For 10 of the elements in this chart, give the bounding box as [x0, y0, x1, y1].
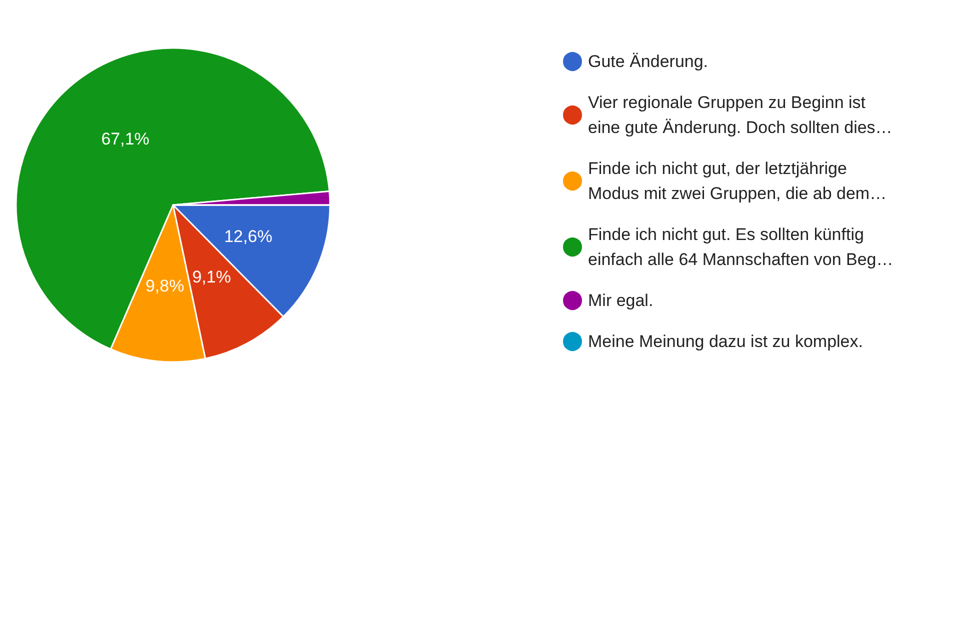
legend-label: Meine Meinung dazu ist zu komplex. — [588, 332, 863, 351]
data-label: 9,8% — [145, 276, 184, 296]
legend-label: Finde ich nicht gut. Es sollten künftig einfach alle 64 Mannschaften von Beg… — [588, 225, 894, 269]
legend-label: Vier regionale Gruppen zu Beginn ist eine gute Änderung. Doch sollten dies… — [588, 93, 892, 137]
data-label: 67,1% — [101, 129, 150, 148]
legend-label: Gute Änderung. — [588, 52, 708, 71]
legend-label: Finde ich nicht gut, der letztjährige Modus mit zwei Gruppen, die ab dem… — [588, 159, 887, 203]
legend-label: Mir egal. — [588, 291, 654, 310]
data-label: 12,6% — [224, 226, 272, 246]
data-label: 9,1% — [192, 267, 231, 286]
